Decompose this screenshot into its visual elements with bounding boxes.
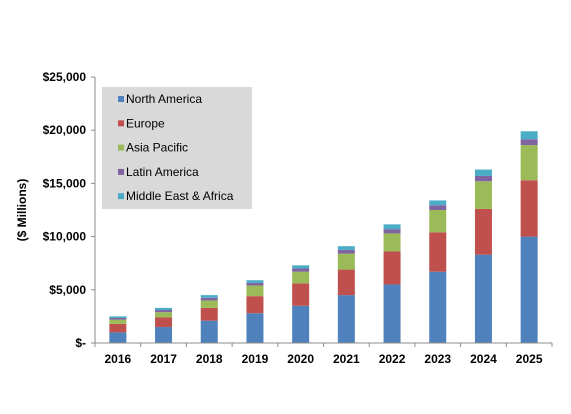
legend-box — [102, 87, 252, 209]
bar-segment-2019-latin-america — [246, 282, 264, 286]
bar-segment-2021-latin-america — [337, 249, 355, 254]
bar-segment-2016-middle-east-africa — [109, 316, 127, 318]
bar-segment-2024-europe — [474, 208, 492, 255]
bar-segment-2023-asia-pacific — [429, 210, 447, 233]
x-tick-label: 2022 — [379, 352, 406, 366]
x-tick-label: 2019 — [242, 352, 269, 366]
legend-label-asia-pacific: Asia Pacific — [126, 141, 188, 155]
bar-segment-2018-asia-pacific — [200, 300, 218, 308]
bar-segment-2022-middle-east-africa — [383, 224, 401, 230]
bar-segment-2017-latin-america — [155, 310, 173, 313]
bar-segment-2021-north-america — [337, 295, 355, 343]
bar-segment-2019-asia-pacific — [246, 285, 264, 297]
legend-swatch-middle-east-africa — [118, 193, 124, 200]
legend-swatch-north-america — [118, 96, 124, 102]
legend-swatch-asia-pacific — [118, 144, 124, 151]
bar-segment-2025-latin-america — [520, 139, 538, 146]
x-tick-label: 2016 — [104, 352, 131, 366]
bar-segment-2021-asia-pacific — [337, 253, 355, 270]
bar-segment-2023-latin-america — [429, 205, 447, 210]
bar-segment-2025-asia-pacific — [520, 145, 538, 181]
y-tick-label: $5,000 — [49, 283, 86, 297]
bar-segment-2019-europe — [246, 296, 264, 314]
bar-segment-2022-latin-america — [383, 229, 401, 234]
bar-segment-2016-north-america — [109, 332, 127, 343]
bar-segment-2024-middle-east-africa — [474, 169, 492, 176]
bar-segment-2018-latin-america — [200, 297, 218, 301]
bar-segment-2018-middle-east-africa — [200, 295, 218, 298]
bar-segment-2023-middle-east-africa — [429, 200, 447, 206]
y-tick-label: $15,000 — [43, 176, 87, 190]
bar-segment-2020-asia-pacific — [292, 271, 310, 284]
bar-segment-2022-north-america — [383, 284, 401, 343]
bar-segment-2019-middle-east-africa — [246, 280, 264, 283]
bar-segment-2025-middle-east-africa — [520, 131, 538, 140]
bar-segment-2017-middle-east-africa — [155, 307, 173, 311]
legend-label-middle-east-africa: Middle East & Africa — [126, 189, 234, 203]
legend-swatch-europe — [118, 120, 124, 127]
axes-layer: 2016 2017 2018 2019 2020 2021 2022 2023 2024 2025… — [15, 70, 553, 366]
legend-label-latin-america: Latin America — [126, 165, 199, 179]
bar-segment-2016-asia-pacific — [109, 319, 127, 324]
x-tick-label: 2024 — [470, 352, 497, 366]
bar-segment-2024-asia-pacific — [474, 181, 492, 209]
legend-label-north-america: North America — [126, 92, 202, 106]
bar-segment-2018-europe — [200, 307, 218, 321]
bar-segment-2022-asia-pacific — [383, 233, 401, 252]
bar-segment-2024-north-america — [474, 254, 492, 343]
bar-segment-2019-north-america — [246, 313, 264, 343]
bar-segment-2017-europe — [155, 317, 173, 328]
x-tick-label: 2023 — [424, 352, 451, 366]
bar-segment-2022-europe — [383, 251, 401, 285]
y-axis-title: ($ Millions) — [15, 179, 29, 242]
bar-segment-2023-north-america — [429, 271, 447, 343]
bar-segment-2016-europe — [109, 323, 127, 333]
y-tick-label: $- — [75, 336, 86, 350]
bar-segment-2017-asia-pacific — [155, 312, 173, 318]
x-tick-label: 2025 — [516, 352, 543, 366]
bar-segment-2020-europe — [292, 283, 310, 306]
bar-segment-2020-latin-america — [292, 268, 310, 272]
bar-segment-2025-europe — [520, 180, 538, 237]
x-tick-label: 2020 — [287, 352, 314, 366]
bar-segment-2017-north-america — [155, 327, 173, 343]
x-tick-label: 2021 — [333, 352, 360, 366]
bar-segment-2020-middle-east-africa — [292, 265, 310, 269]
y-tick-label: $25,000 — [43, 70, 87, 84]
legend-label-europe: Europe — [126, 116, 165, 130]
bar-segment-2025-north-america — [520, 236, 538, 343]
x-tick-label: 2018 — [196, 352, 223, 366]
bar-segment-2021-europe — [337, 269, 355, 296]
bar-segment-2024-latin-america — [474, 175, 492, 182]
legend: North America Europe Asia Pacific Latin Ame… — [102, 87, 252, 209]
legend-swatch-latin-america — [118, 168, 124, 175]
bar-segment-2016-latin-america — [109, 318, 127, 320]
bar-segment-2021-middle-east-africa — [337, 246, 355, 250]
x-tick-label: 2017 — [150, 352, 177, 366]
y-tick-label: $20,000 — [43, 123, 87, 137]
bars-layer — [109, 131, 538, 343]
bar-segment-2018-north-america — [200, 320, 218, 343]
bar-segment-2023-europe — [429, 232, 447, 272]
bar-segment-2020-north-america — [292, 305, 310, 343]
y-tick-label: $10,000 — [43, 230, 87, 244]
